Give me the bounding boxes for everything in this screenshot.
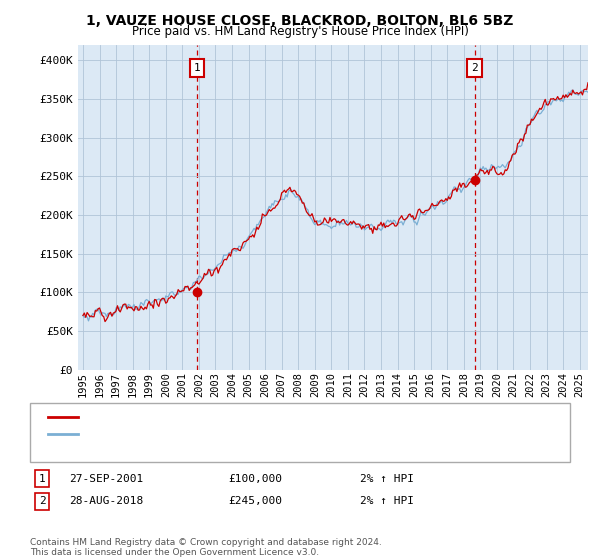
Text: Contains HM Land Registry data © Crown copyright and database right 2024.
This d: Contains HM Land Registry data © Crown c… xyxy=(30,538,382,557)
Text: 28-AUG-2018: 28-AUG-2018 xyxy=(69,496,143,506)
Text: 2: 2 xyxy=(471,63,478,73)
Text: HPI: Average price, detached house, Bolton: HPI: Average price, detached house, Bolt… xyxy=(84,429,347,439)
Text: 1, VAUZE HOUSE CLOSE, BLACKROD, BOLTON, BL6 5BZ (detached house): 1, VAUZE HOUSE CLOSE, BLACKROD, BOLTON, … xyxy=(84,412,484,422)
Text: 1: 1 xyxy=(194,63,200,73)
Text: 2% ↑ HPI: 2% ↑ HPI xyxy=(360,474,414,484)
Text: £100,000: £100,000 xyxy=(228,474,282,484)
Text: 1, VAUZE HOUSE CLOSE, BLACKROD, BOLTON, BL6 5BZ: 1, VAUZE HOUSE CLOSE, BLACKROD, BOLTON, … xyxy=(86,14,514,28)
Text: 2: 2 xyxy=(38,496,46,506)
Text: 1: 1 xyxy=(38,474,46,484)
Text: £245,000: £245,000 xyxy=(228,496,282,506)
Text: 27-SEP-2001: 27-SEP-2001 xyxy=(69,474,143,484)
Text: 2% ↑ HPI: 2% ↑ HPI xyxy=(360,496,414,506)
Text: Price paid vs. HM Land Registry's House Price Index (HPI): Price paid vs. HM Land Registry's House … xyxy=(131,25,469,38)
